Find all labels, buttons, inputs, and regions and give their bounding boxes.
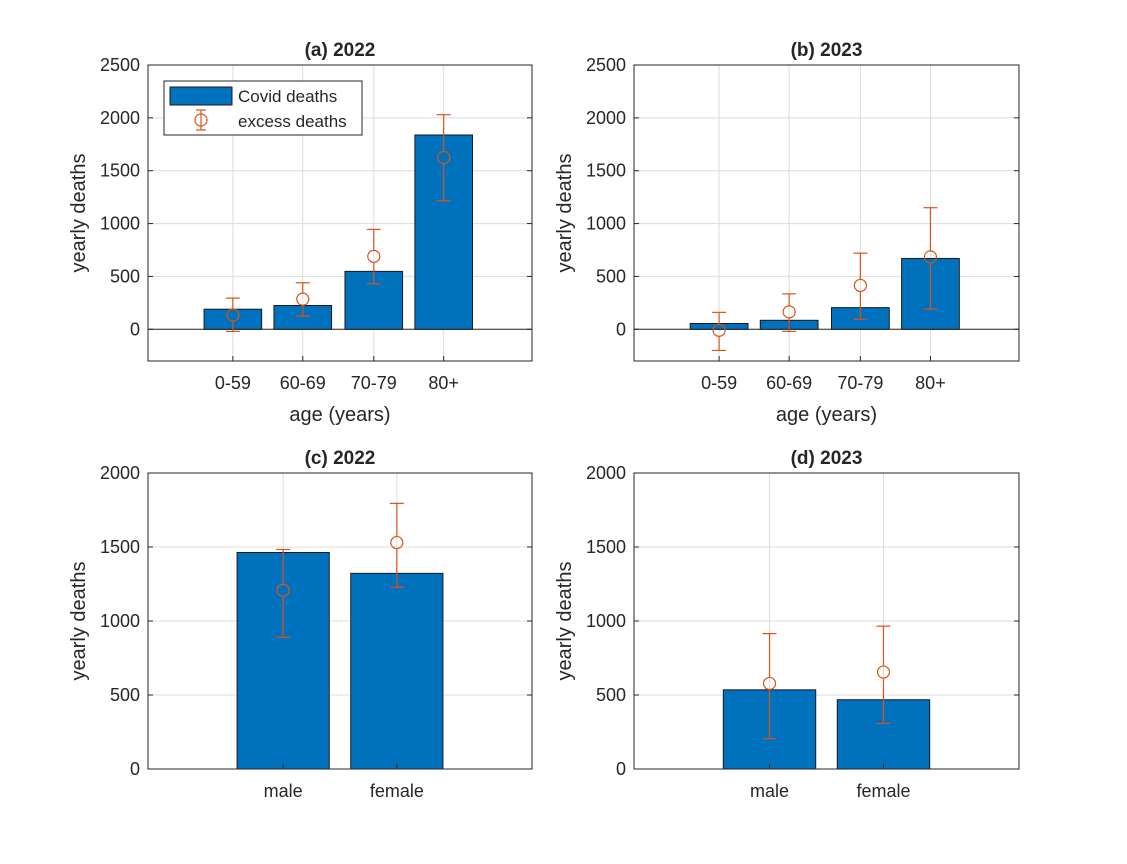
chart-panel-4: 0 500 1000 1500 2000 male female (d) 2023 yearly… <box>554 448 1020 801</box>
x-tick-label: female <box>370 781 424 801</box>
errorbar-female <box>389 502 404 588</box>
x-tick-label: 70-79 <box>837 373 883 393</box>
excess-marker <box>296 292 310 306</box>
y-tick-label: 2000 <box>586 463 626 483</box>
chart-title: (d) 2023 <box>791 448 863 469</box>
x-tick-label: male <box>264 781 303 801</box>
y-tick-label: 1000 <box>586 611 626 631</box>
y-tick-label: 1000 <box>586 214 626 234</box>
y-tick-label: 500 <box>110 266 140 286</box>
y-tick-label: 0 <box>130 759 140 779</box>
bar-female <box>350 572 444 770</box>
bar-male <box>236 551 330 770</box>
y-axis-label: yearly deaths <box>68 562 90 681</box>
x-tick-label: female <box>856 781 910 801</box>
errorbar-male <box>762 632 777 740</box>
x-tick-label: 0-59 <box>701 373 737 393</box>
y-axis-label: yearly deaths <box>554 154 576 273</box>
x-tick-label: 0-59 <box>215 373 251 393</box>
x-axis-label: age (years) <box>776 404 877 426</box>
errorbar-60-69 <box>782 293 797 332</box>
excess-marker <box>226 308 240 322</box>
plot-area <box>634 65 1019 361</box>
errorbar-80+ <box>923 207 938 310</box>
excess-marker <box>437 150 451 165</box>
errorbar-female <box>876 625 891 725</box>
y-tick-label: 1500 <box>586 161 626 181</box>
legend-bar-swatch <box>169 86 233 106</box>
excess-marker <box>390 535 404 550</box>
y-tick-label: 500 <box>110 685 140 705</box>
y-tick-label: 1500 <box>100 161 140 181</box>
errorbar-80+ <box>436 114 451 202</box>
legend-bar-label: Covid deaths <box>238 87 337 106</box>
errorbar-60-69 <box>295 282 310 317</box>
y-tick-label: 1000 <box>100 214 140 234</box>
errorbar-70-79 <box>853 252 868 320</box>
y-tick-label: 2000 <box>100 108 140 128</box>
legend: Covid deaths excess deaths <box>163 80 363 136</box>
y-tick-label: 2500 <box>100 55 140 75</box>
y-axis-label: yearly deaths <box>554 562 576 681</box>
x-tick-label: 80+ <box>428 373 459 393</box>
y-tick-label: 2000 <box>586 108 626 128</box>
excess-marker <box>762 676 777 691</box>
chart-panel-1: 0 500 1000 1500 2000 2500 0-59 60-69 70-79 80+ (a)… <box>68 40 533 426</box>
x-tick-label: 60-69 <box>766 373 812 393</box>
excess-marker <box>876 665 891 679</box>
x-tick-label: 80+ <box>915 373 946 393</box>
errorbar-70-79 <box>366 228 381 285</box>
y-tick-label: 0 <box>616 759 626 779</box>
y-tick-label: 2000 <box>100 463 140 483</box>
chart-title: (b) 2023 <box>791 40 863 61</box>
y-tick-label: 500 <box>596 685 626 705</box>
x-axis-label: age (years) <box>289 404 390 426</box>
errorbar-0-59 <box>225 297 240 332</box>
excess-marker <box>367 249 381 263</box>
y-tick-label: 1500 <box>586 537 626 557</box>
chart-title: (c) 2022 <box>305 448 376 469</box>
errorbar-male <box>276 548 291 638</box>
chart-panel-2: 0 500 1000 1500 2000 2500 0-59 60-69 70-79 80+ (b)… <box>554 40 1020 426</box>
axes-box <box>633 64 1020 362</box>
y-tick-label: 1000 <box>100 611 140 631</box>
excess-marker <box>782 305 796 319</box>
legend-box <box>163 80 363 136</box>
y-tick-label: 2500 <box>586 55 626 75</box>
legend-error-label: excess deaths <box>238 112 347 131</box>
excess-marker <box>712 323 726 337</box>
y-tick-label: 0 <box>130 319 140 339</box>
y-tick-label: 0 <box>616 319 626 339</box>
legend-circle-marker <box>194 113 208 127</box>
excess-marker <box>853 278 867 293</box>
excess-marker <box>923 250 938 264</box>
errorbar-0-59 <box>712 311 727 352</box>
chart-title: (a) 2022 <box>305 40 376 61</box>
y-tick-label: 500 <box>596 266 626 286</box>
x-tick-label: 70-79 <box>351 373 397 393</box>
x-tick-label: 60-69 <box>280 373 326 393</box>
y-tick-label: 1500 <box>100 537 140 557</box>
excess-marker <box>276 583 290 597</box>
x-tick-label: male <box>750 781 789 801</box>
y-axis-label: yearly deaths <box>68 154 90 273</box>
chart-panel-3: 0 500 1000 1500 2000 male female (c) 2022 yearly… <box>68 448 533 801</box>
axes-box <box>147 64 533 362</box>
